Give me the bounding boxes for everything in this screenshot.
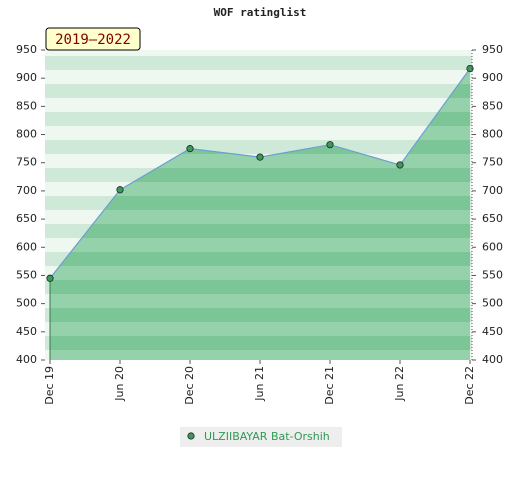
x-tick-label: Dec 20: [183, 366, 196, 405]
y-tick-label-right: 900: [482, 71, 503, 84]
y-tick-label: 500: [16, 297, 37, 310]
x-tick-label: Dec 19: [43, 366, 56, 405]
annotation-box: [45, 27, 141, 51]
y-tick-label: 750: [16, 156, 37, 169]
y-tick-label: 700: [16, 184, 37, 197]
y-tick-label-right: 600: [482, 240, 503, 253]
y-tick-label-right: 800: [482, 128, 503, 141]
y-tick-label: 900: [16, 71, 37, 84]
y-tick-label: 450: [16, 325, 37, 338]
point: [186, 145, 194, 153]
y-tick-label-right: 850: [482, 99, 503, 112]
y-tick-label: 550: [16, 268, 37, 281]
y-tick-label-right: 500: [482, 297, 503, 310]
point: [396, 161, 404, 169]
y-tick-label: 400: [16, 353, 37, 366]
y-tick-label-right: 650: [482, 212, 503, 225]
x-tick-label: Jun 21: [253, 366, 266, 402]
y-tick-label-right: 700: [482, 184, 503, 197]
x-tick-label: Jun 22: [393, 366, 406, 402]
y-tick-label: 600: [16, 240, 37, 253]
x-tick-label: Dec 22: [463, 366, 476, 405]
point: [46, 274, 54, 282]
y-tick-label: 850: [16, 99, 37, 112]
point: [116, 186, 124, 194]
y-tick-label-right: 450: [482, 325, 503, 338]
y-tick-label: 950: [16, 43, 37, 56]
x-tick-label: Dec 21: [323, 366, 336, 405]
annotation: 2019–2022: [55, 32, 131, 48]
y-tick-label-right: 750: [482, 156, 503, 169]
chart-title: WOF ratinglist: [214, 6, 307, 19]
legend-marker: [187, 432, 195, 440]
legend-box: [180, 427, 342, 447]
y-tick-label: 650: [16, 212, 37, 225]
point: [256, 153, 264, 161]
x-tick-label: Jun 20: [113, 366, 126, 402]
y-tick-label: 800: [16, 128, 37, 141]
point: [466, 65, 474, 73]
legend-label: ULZIIBAYAR Bat-Orshih: [204, 430, 330, 443]
area: [50, 68, 470, 360]
y-tick-label-right: 950: [482, 43, 503, 56]
y-tick-label-right: 550: [482, 268, 503, 281]
point: [326, 141, 334, 149]
y-tick-label-right: 400: [482, 353, 503, 366]
